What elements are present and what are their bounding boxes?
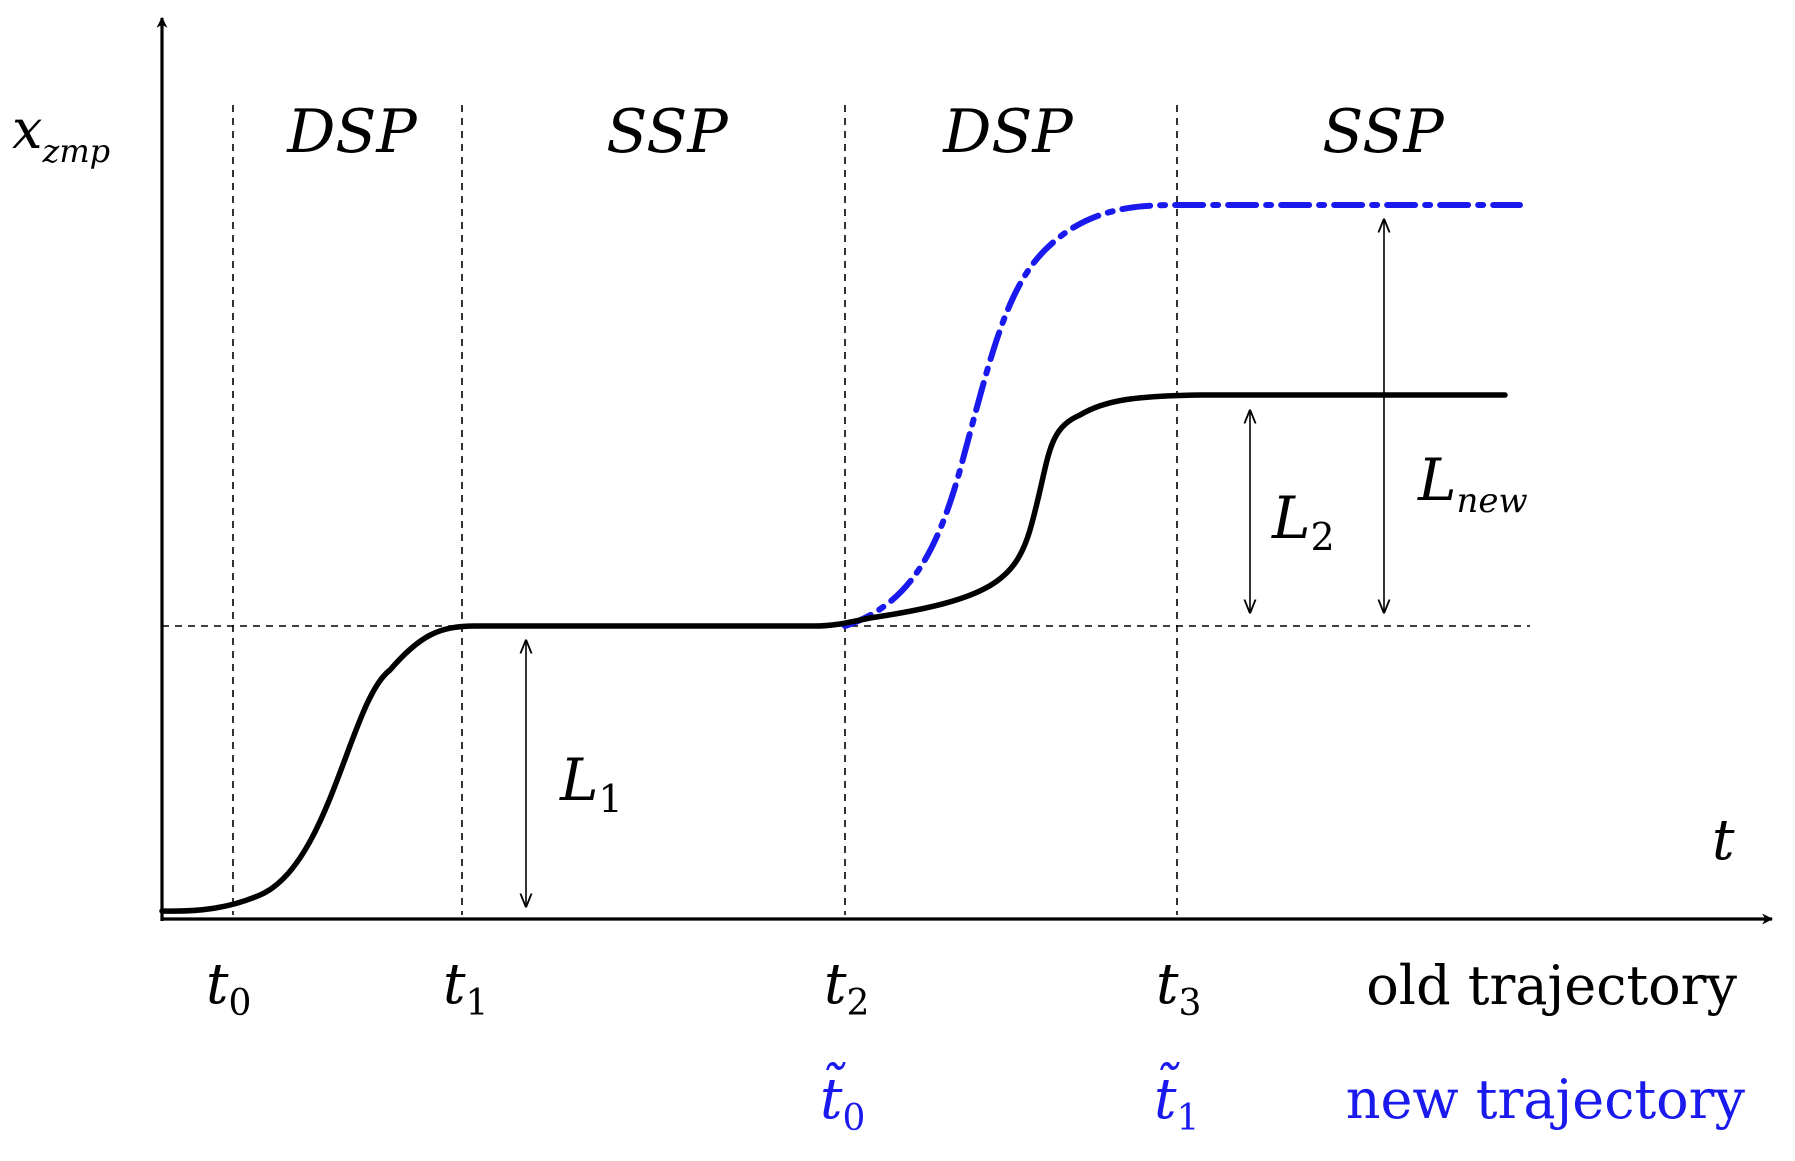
phase-labels: DSP SSP DSP SSP [286, 97, 1445, 167]
phase-boundaries [232, 105, 1178, 915]
tick-label-t3: t3 [1156, 952, 1201, 1024]
L2-label: L2 [1271, 484, 1335, 559]
phase-label-1: DSP [286, 97, 418, 167]
old-trajectory-curve [159, 392, 1508, 914]
tick-label-t1: t1 [443, 952, 488, 1024]
dimension-arrows [526, 220, 1384, 906]
tick-label-t0: t0 [206, 952, 251, 1024]
legend-new-trajectory: new trajectory [1346, 1068, 1746, 1131]
legend-old-trajectory: old trajectory [1366, 954, 1737, 1017]
tick-label-t2: t2 [824, 952, 869, 1024]
new-tick-labels: t̃0 t̃1 [820, 1062, 1199, 1139]
Lnew-label: Lnew [1417, 446, 1528, 521]
new-trajectory-curve [842, 202, 1523, 629]
y-axis-label: xzmp [12, 98, 110, 170]
tick-label-t-tilde-1: t̃1 [1154, 1062, 1199, 1139]
length-labels: L1 L2 Lnew [559, 446, 1528, 821]
phase-label-2: SSP [606, 97, 729, 167]
tick-label-t-tilde-0: t̃0 [820, 1062, 865, 1139]
phase-label-4: SSP [1322, 97, 1445, 167]
x-axis-label: t [1712, 808, 1735, 873]
L1-label: L1 [559, 746, 623, 821]
phase-label-3: DSP [942, 97, 1074, 167]
old-tick-labels: t0 t1 t2 t3 [206, 952, 1201, 1024]
